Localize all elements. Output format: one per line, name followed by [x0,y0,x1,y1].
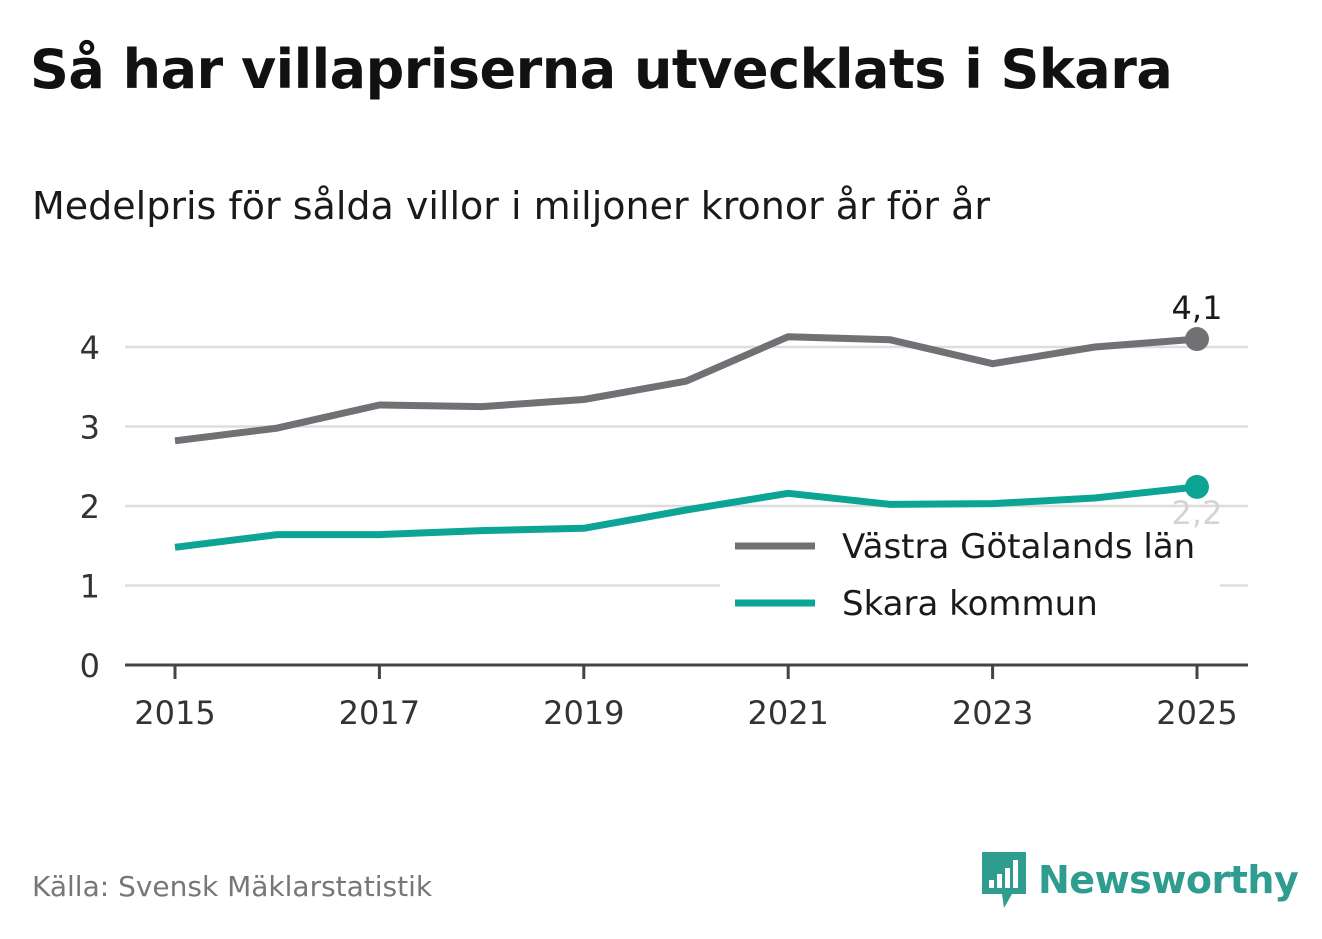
x-tick-label: 2023 [952,694,1033,732]
end-label-2: 2,2 [1172,494,1223,532]
x-tick-label: 2017 [339,694,420,732]
end-label-1: 4,1 [1172,289,1223,327]
chart-subtitle: Medelpris för sålda villor i miljoner kr… [32,184,991,228]
x-tick-label: 2025 [1156,694,1237,732]
newsworthy-logo: Newsworthy [980,850,1299,910]
x-axis: 2015 2017 2019 2021 2023 2025 [125,663,1248,732]
y-tick-label: 0 [80,647,100,685]
x-tick-label: 2015 [134,694,215,732]
legend: Västra Götalands län Skara kommun [720,522,1220,632]
legend-background [720,522,1220,632]
y-tick-label: 3 [80,409,100,447]
chart-title: Så har villapriserna utvecklats i Skara [30,38,1173,101]
y-tick-label: 1 [80,568,100,606]
y-axis-ticks: 0 1 2 3 4 [80,329,100,685]
end-point-2 [1185,474,1209,499]
legend-label-1: Västra Götalands län [842,527,1195,567]
end-point-1 [1185,327,1209,352]
x-tick-label: 2021 [747,694,828,732]
series-lines [174,333,1198,551]
series-line-2 [174,483,1198,551]
series-line-1 [174,333,1198,445]
y-tick-label: 2 [80,488,100,526]
source-note: Källa: Svensk Mäklarstatistik [32,870,433,903]
brand-name: Newsworthy [1038,858,1299,902]
end-labels: 4,1 2,2 [1172,289,1223,532]
newsworthy-logo-icon [982,852,1026,908]
y-tick-label: 4 [80,329,100,367]
x-tick-label: 2019 [543,694,624,732]
legend-label-2: Skara kommun [842,584,1098,624]
